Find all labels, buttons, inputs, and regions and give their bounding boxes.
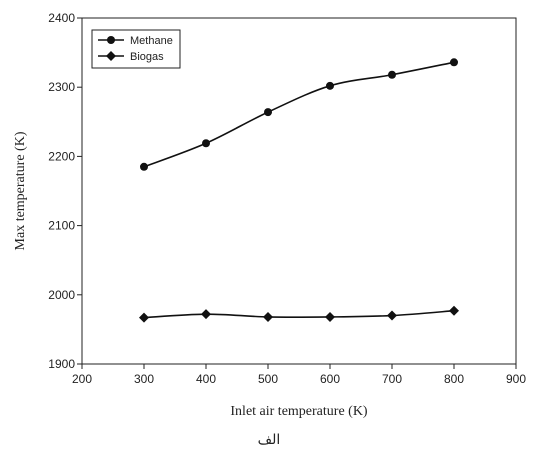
data-point-methane — [326, 81, 334, 90]
y-tick-label: 2000 — [48, 288, 75, 302]
y-tick-label: 1900 — [48, 357, 75, 371]
data-point-biogas — [449, 305, 459, 316]
plot-frame — [81, 17, 517, 365]
legend-marker-biogas — [106, 51, 116, 61]
y-axis-label: Max temperature (K) — [13, 131, 28, 250]
legend-marker-methane — [107, 36, 115, 44]
data-point-methane — [202, 139, 210, 148]
data-point-biogas — [263, 311, 273, 322]
figure-caption: الف — [257, 432, 281, 448]
series-line-biogas — [143, 309, 455, 319]
x-axis: 200 300 400 500 600 700 800 900 — [72, 364, 526, 386]
legend-label: Biogas — [130, 51, 164, 63]
data-point-methane — [264, 108, 272, 117]
x-tick-label: 800 — [444, 372, 464, 386]
series-line-methane — [143, 61, 455, 168]
x-tick-label: 700 — [382, 372, 402, 386]
legend-label: Methane — [130, 35, 173, 47]
legend: Methane Biogas — [91, 29, 181, 69]
data-point-methane — [388, 70, 396, 79]
y-tick-label: 2200 — [48, 149, 75, 163]
y-tick-label: 2300 — [48, 80, 75, 94]
data-point-biogas — [325, 311, 335, 322]
data-point-biogas — [201, 309, 211, 320]
x-tick-label: 400 — [196, 372, 216, 386]
y-axis: 1900 2000 2100 2200 2300 2400 — [48, 11, 82, 371]
x-tick-label: 500 — [258, 372, 278, 386]
legend-box — [91, 29, 181, 69]
x-tick-label: 200 — [72, 372, 92, 386]
x-tick-label: 900 — [506, 372, 526, 386]
data-point-methane — [140, 162, 148, 171]
series-layer — [139, 58, 459, 323]
x-axis-label: Inlet air temperature (K) — [230, 404, 368, 419]
data-point-methane — [450, 58, 458, 67]
y-tick-label: 2100 — [48, 219, 75, 233]
data-point-biogas — [139, 312, 149, 323]
x-tick-label: 300 — [134, 372, 154, 386]
data-point-biogas — [387, 310, 397, 321]
x-tick-label: 600 — [320, 372, 340, 386]
y-tick-label: 2400 — [48, 11, 75, 25]
